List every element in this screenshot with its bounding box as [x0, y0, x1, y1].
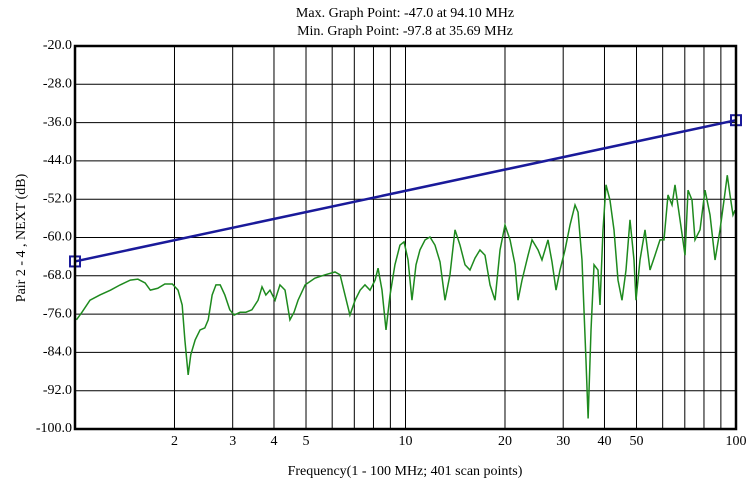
x-tick-label: 40 — [597, 434, 611, 449]
x-tick-label: 30 — [556, 434, 570, 449]
y-tick-label: -60.0 — [43, 230, 72, 245]
y-tick-label: -28.0 — [43, 77, 72, 92]
series-line — [74, 118, 737, 263]
x-tick-label: 50 — [630, 434, 644, 449]
x-tick-label: 3 — [229, 434, 236, 449]
plot-border — [73, 44, 738, 431]
x-tick-label: 4 — [270, 434, 277, 449]
y-tick-label: -100.0 — [36, 421, 72, 436]
series-line — [75, 175, 736, 419]
x-tick-label: 100 — [726, 434, 747, 449]
y-tick-label: -52.0 — [43, 191, 72, 206]
x-tick-label: 20 — [498, 434, 512, 449]
y-tick-label: -44.0 — [43, 153, 72, 168]
y-tick-label: -84.0 — [43, 345, 72, 360]
y-tick-label: -76.0 — [43, 306, 72, 321]
y-tick-label: -92.0 — [43, 383, 72, 398]
x-axis-title: Frequency(1 - 100 MHz; 401 scan points) — [288, 464, 523, 479]
x-tick-label: 10 — [399, 434, 413, 449]
y-tick-label: -20.0 — [43, 38, 72, 53]
annotation: Max. Graph Point: -47.0 at 94.10 MHz — [296, 6, 514, 21]
annotation: Min. Graph Point: -97.8 at 35.69 MHz — [297, 24, 513, 39]
x-tick-label: 5 — [303, 434, 310, 449]
x-tick-label: 2 — [171, 434, 178, 449]
y-axis-title: Pair 2 - 4 , NEXT (dB) — [14, 173, 29, 302]
y-tick-label: -68.0 — [43, 268, 72, 283]
y-tick-label: -36.0 — [43, 115, 72, 130]
